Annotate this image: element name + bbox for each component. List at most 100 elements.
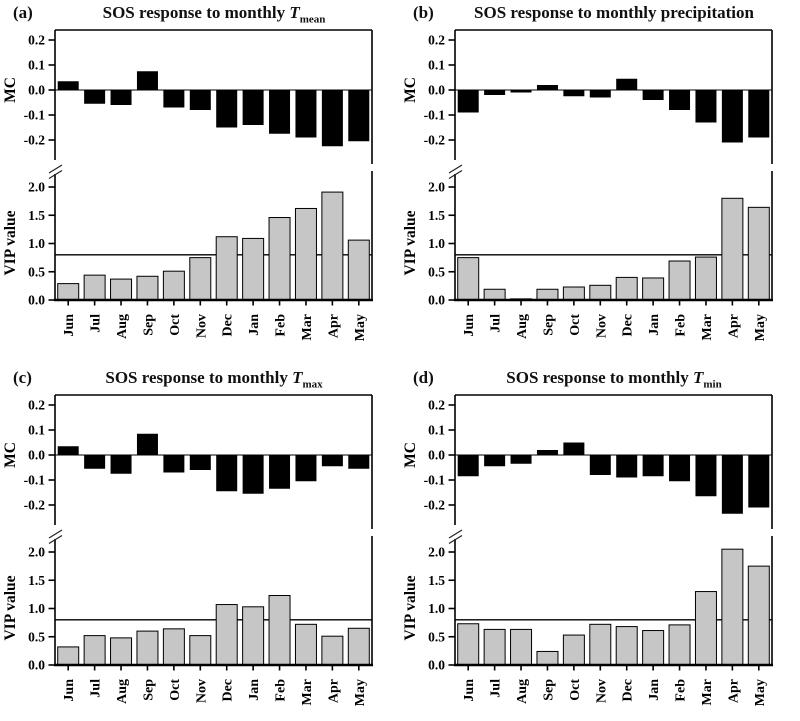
chart-d: 0.2 0.1 0.0 -0.1 -0.2 2.0 1.5 1.0 0.5 0.0 Jun Jul Au… (402, 394, 773, 706)
mc-axis-label: MC (402, 442, 419, 468)
month-label: Mar (700, 679, 715, 705)
vip-axis-label: VIP value (2, 575, 19, 640)
panel-a: (a) SOS response to monthly Tmean 0.2 0.1… (0, 2, 400, 356)
mc-tick-label: 0.2 (28, 33, 45, 48)
mc-bar (348, 455, 370, 469)
month-label: Mar (300, 679, 315, 705)
mc-tick-label: -0.2 (24, 133, 46, 148)
mc-tick-label: -0.1 (24, 473, 46, 488)
vip-tick-label: 2.0 (28, 180, 45, 195)
month-label: Dec (621, 314, 636, 337)
vip-tick-label: 1.5 (428, 573, 445, 588)
month-label: Aug (115, 679, 130, 704)
axis-break-mark (448, 529, 463, 539)
vip-bar (483, 288, 506, 301)
month-label: Jan (647, 679, 662, 701)
panel-title-text: SOS response to monthly Tmax (105, 368, 323, 391)
month-label: Feb (274, 679, 289, 702)
mc-bar (57, 81, 79, 90)
mc-bar (510, 90, 532, 93)
mc-bar (484, 90, 506, 95)
month-label: Mar (300, 314, 315, 340)
panel-title-text: SOS response to monthly Tmean (102, 3, 326, 26)
panel-a-title: (a) SOS response to monthly Tmean (0, 2, 400, 26)
vip-bar (162, 628, 185, 666)
vip-bar (747, 206, 770, 301)
panel-title-text: SOS response to monthly precipitation (474, 3, 754, 22)
mc-bar (589, 455, 611, 475)
month-label: Jan (247, 314, 262, 336)
vip-bar (242, 606, 265, 666)
vip-bar (294, 207, 317, 301)
vip-tick-label: 2.0 (428, 180, 445, 195)
mc-bar (295, 455, 317, 482)
mc-bar (721, 455, 743, 514)
mc-bar (695, 455, 717, 497)
month-label: Oct (168, 314, 183, 336)
vip-bar (215, 604, 238, 666)
mc-bar (57, 446, 79, 455)
panel-label: (c) (13, 368, 32, 387)
mc-bar (84, 90, 106, 104)
vip-bar (294, 623, 317, 666)
month-label: Sep (541, 679, 556, 701)
mc-bar (748, 455, 770, 508)
vip-tick-label: 0.5 (428, 264, 445, 279)
mc-bar (321, 90, 343, 147)
vip-tick-label: 0.5 (28, 264, 45, 279)
month-label: Oct (568, 314, 583, 336)
vip-tick-label: 0.0 (428, 293, 445, 308)
vip-bar (162, 270, 185, 301)
month-label: Jan (247, 679, 262, 701)
month-label: Apr (326, 679, 341, 703)
mc-bar (110, 90, 132, 105)
month-label: May (353, 314, 368, 341)
panel-c: (c) SOS response to monthly Tmax 0.2 0.1 0… (0, 367, 400, 721)
vip-bar (136, 275, 159, 301)
mc-tick-label: 0.2 (428, 398, 445, 413)
mc-bar (457, 90, 479, 113)
mc-bar (295, 90, 317, 138)
month-label: Sep (141, 679, 156, 701)
mc-tick-label: -0.2 (424, 498, 446, 513)
vip-axis-label: VIP value (2, 210, 19, 275)
panel-label: (d) (413, 368, 434, 387)
vip-tick-label: 1.5 (28, 208, 45, 223)
panel-b: (b) SOS response to monthly precipitatio… (400, 2, 800, 356)
month-label: May (753, 314, 768, 341)
month-label: Jun (462, 314, 477, 337)
mc-bar (136, 433, 158, 455)
mc-tick-label: 0.0 (28, 448, 45, 463)
axis-break-mark (48, 164, 63, 174)
mc-bar (563, 442, 585, 455)
month-label: Dec (221, 314, 236, 337)
chart-c: 0.2 0.1 0.0 -0.1 -0.2 2.0 1.5 1.0 0.5 0.0 Jun Jul Au… (2, 394, 373, 706)
month-label: Jul (489, 314, 504, 333)
vip-bar (347, 627, 370, 666)
vip-bar (721, 197, 744, 301)
month-label: Jul (489, 679, 504, 698)
panel-label: (b) (413, 3, 434, 22)
mc-bar (484, 455, 506, 467)
vip-bar (189, 635, 212, 666)
plot-frame (454, 394, 773, 665)
mc-bar (242, 90, 264, 125)
mc-bar (616, 78, 638, 90)
axis-break-mark (48, 169, 63, 180)
vip-bar (321, 635, 344, 666)
mc-bar (669, 90, 691, 110)
mc-bar (321, 455, 343, 467)
plot-frame (454, 29, 773, 300)
mc-bar (563, 90, 585, 97)
vip-bar (57, 283, 80, 301)
chart-a: 0.2 0.1 0.0 -0.1 -0.2 2.0 1.5 1.0 0.5 0.0 Jun Jul Au… (2, 29, 373, 341)
vip-bar (694, 591, 717, 666)
vip-axis-label: VIP value (402, 575, 419, 640)
month-label: Jan (647, 314, 662, 336)
vip-tick-label: 1.0 (28, 601, 45, 616)
month-label: Nov (594, 679, 609, 703)
mc-bar (348, 90, 370, 142)
mc-bar (242, 455, 264, 494)
vip-bar (536, 650, 559, 666)
